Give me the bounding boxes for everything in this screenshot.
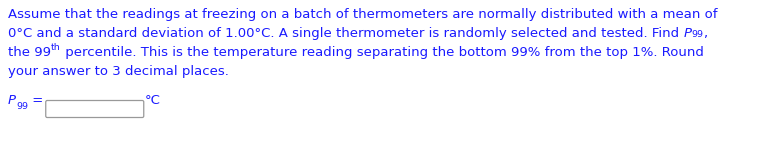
Text: th: th <box>51 43 61 52</box>
Text: your answer to 3 decimal places.: your answer to 3 decimal places. <box>8 65 229 78</box>
FancyBboxPatch shape <box>46 101 144 117</box>
Text: 99: 99 <box>16 102 28 111</box>
Text: ,: , <box>703 27 707 40</box>
Text: P: P <box>8 94 16 107</box>
Text: 0°C and a standard deviation of 1.00°C. A single thermometer is randomly selecte: 0°C and a standard deviation of 1.00°C. … <box>8 27 683 40</box>
Text: 99: 99 <box>691 30 703 39</box>
Text: percentile. This is the temperature reading separating the bottom 99% from the t: percentile. This is the temperature read… <box>61 46 703 59</box>
Text: P: P <box>683 27 691 40</box>
Text: °C: °C <box>145 94 161 107</box>
Text: =: = <box>28 94 43 107</box>
Text: Assume that the readings at freezing on a batch of thermometers are normally dis: Assume that the readings at freezing on … <box>8 8 717 21</box>
Text: the 99: the 99 <box>8 46 51 59</box>
